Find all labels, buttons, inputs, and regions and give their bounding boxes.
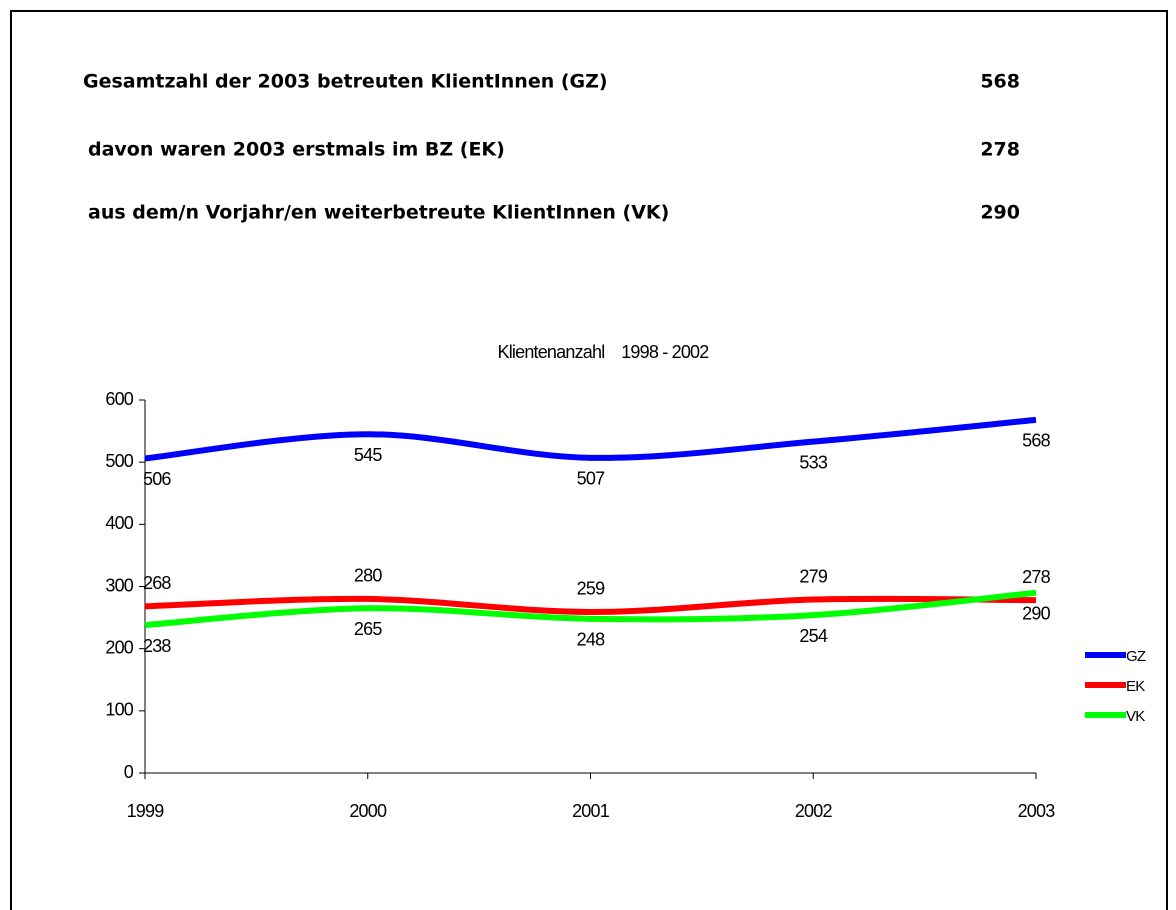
- row-value: 568: [980, 71, 1020, 93]
- data-label: 278: [1022, 567, 1050, 587]
- row-label: davon waren 2003 erstmals im BZ (EK): [88, 139, 505, 161]
- y-tick-label: 100: [105, 700, 133, 720]
- data-label: 259: [577, 579, 605, 599]
- x-tick-label: 2001: [572, 801, 610, 821]
- data-label: 545: [354, 445, 382, 465]
- data-label: 279: [799, 566, 827, 586]
- y-tick-label: 400: [105, 513, 133, 533]
- x-tick-label: 2003: [1018, 801, 1056, 821]
- legend-label: EK: [1126, 678, 1145, 695]
- data-label: 248: [577, 630, 605, 650]
- legend-label: VK: [1126, 708, 1145, 725]
- y-tick-label: 200: [105, 637, 133, 657]
- row-label: Gesamtzahl der 2003 betreuten KlientInne…: [83, 71, 608, 93]
- x-tick-label: 2000: [349, 801, 387, 821]
- y-tick-label: 300: [105, 575, 133, 595]
- data-label: 238: [143, 636, 171, 656]
- page-border: [10, 10, 1168, 910]
- row-value: 278: [980, 139, 1020, 161]
- y-tick-label: 0: [124, 762, 134, 782]
- row-value: 290: [980, 202, 1020, 224]
- y-tick-label: 500: [105, 451, 133, 471]
- line-series: [144, 595, 1037, 615]
- data-label: 568: [1022, 431, 1050, 451]
- x-tick-label: 1999: [127, 801, 165, 821]
- y-tick-label: 600: [105, 389, 133, 409]
- x-tick-label: 2002: [795, 801, 833, 821]
- data-label: 507: [577, 469, 605, 489]
- data-label: 533: [799, 452, 827, 472]
- chart-title: Klientenanzahl 1998 - 2002: [498, 342, 710, 362]
- legend-label: GZ: [1126, 648, 1146, 665]
- data-label: 254: [799, 626, 827, 646]
- data-label: 280: [354, 566, 382, 586]
- data-label: 268: [143, 573, 171, 593]
- data-label: 506: [143, 469, 171, 489]
- line-series: [144, 416, 1037, 462]
- data-label: 265: [354, 619, 382, 639]
- line-series: [144, 589, 1037, 629]
- data-label: 290: [1022, 603, 1050, 623]
- row-label: aus dem/n Vorjahr/en weiterbetreute Klie…: [88, 202, 669, 224]
